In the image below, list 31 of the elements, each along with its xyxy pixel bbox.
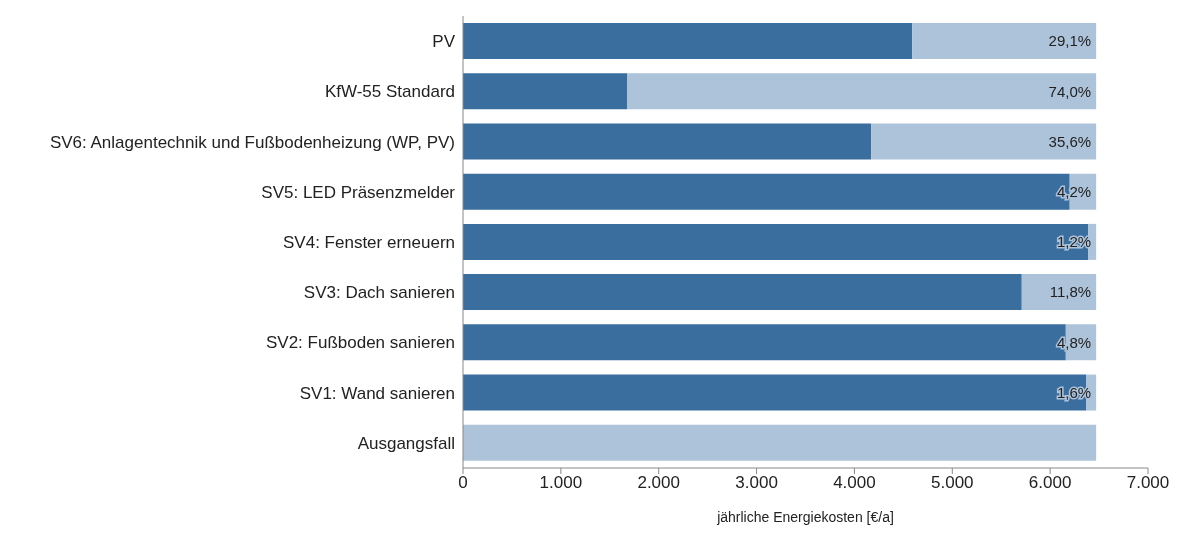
annotation: 29,1%	[1048, 32, 1092, 50]
bar	[627, 73, 1097, 110]
x-tick-label: 1.000	[539, 473, 583, 493]
bar	[912, 23, 1097, 59]
y-tick-label: SV3: Dach sanieren	[303, 283, 455, 303]
x-tick-label: 4.000	[833, 473, 876, 493]
y-tick-label: SV6: Anlagentechnik und Fußbodenheizung (WP, PV)	[49, 132, 455, 152]
x-tick-label: 5.000	[931, 473, 974, 493]
bar	[463, 223, 1089, 260]
bar	[463, 123, 872, 160]
x-tick-label: 0	[458, 473, 468, 493]
annotation: 74,0%	[1048, 82, 1092, 100]
x-tick-label: 7.000	[1126, 473, 1170, 493]
y-tick-label: Ausgangsfall	[357, 433, 455, 453]
y-tick-label: SV4: Fenster erneuern	[283, 233, 455, 253]
bar	[463, 274, 1022, 311]
y-tick-label: SV1: Wand sanieren	[299, 383, 455, 403]
y-tick-label: PV	[432, 32, 456, 52]
annotation: 11,8%	[1049, 283, 1092, 301]
x-tick-label: 6.000	[1028, 473, 1072, 493]
x-tick-label: 2.000	[637, 473, 680, 493]
y-tick-label: SV2: Fußboden sanieren	[265, 333, 455, 353]
annotation: 35,6%	[1048, 132, 1092, 150]
y-tick-label: KfW-55 Standard	[324, 82, 455, 102]
bar	[871, 123, 1097, 160]
y-tick-label: SV5: LED Präsenzmelder	[261, 182, 456, 202]
bar	[463, 23, 913, 59]
x-tick-label: 3.000	[735, 473, 778, 493]
x-axis-title: jährliche Energiekosten [€/a]	[716, 509, 894, 525]
bar	[463, 424, 1097, 461]
bar	[463, 73, 628, 110]
